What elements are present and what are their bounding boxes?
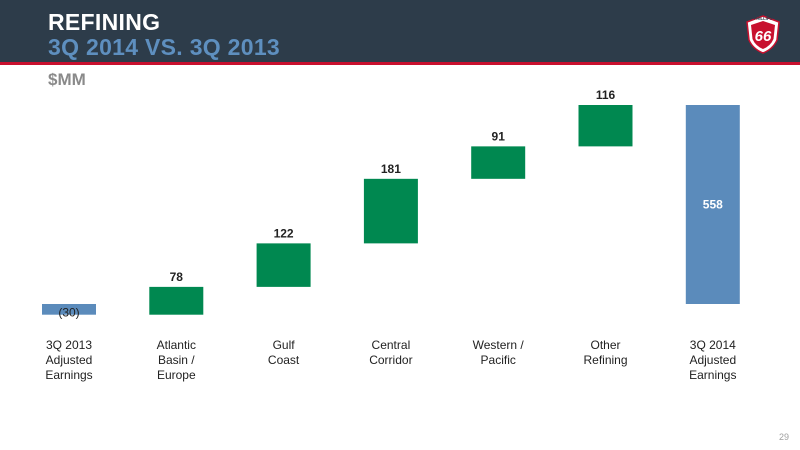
bar-0 <box>42 304 96 315</box>
slide-title: REFINING <box>48 9 161 35</box>
bar-1 <box>149 286 204 315</box>
category-label-5-line-0: Other <box>590 338 620 352</box>
slide-header <box>0 0 800 62</box>
category-label-2-line-0: Gulf <box>273 338 296 352</box>
bar-2 <box>256 243 311 287</box>
data-label-0: (30) <box>58 306 79 320</box>
bar-3 <box>363 178 418 244</box>
data-label-6: 558 <box>703 198 723 212</box>
data-label-1: 78 <box>170 270 184 284</box>
slide-subtitle: 3Q 2014 VS. 3Q 2013 <box>48 34 281 60</box>
bar-6 <box>685 105 740 304</box>
bar-4 <box>471 146 526 179</box>
phillips-66-shield-icon: PHILLIPS 66 <box>746 15 780 54</box>
category-label-5-line-1: Refining <box>583 353 627 367</box>
category-label-3-line-1: Corridor <box>369 353 412 367</box>
category-label-0-line-2: Earnings <box>45 368 92 382</box>
data-label-5: 116 <box>596 88 616 102</box>
logo-number-text: 66 <box>755 28 772 45</box>
category-label-4-line-0: Western / <box>473 338 525 352</box>
logo-brand-text: PHILLIPS <box>754 16 773 21</box>
category-label-0-line-1: Adjusted <box>46 353 93 367</box>
data-label-4: 91 <box>492 129 506 143</box>
header-accent-stripe <box>0 62 800 65</box>
data-label-2: 122 <box>274 226 294 240</box>
category-label-1-line-0: Atlantic <box>157 338 196 352</box>
page-number: 29 <box>778 432 789 442</box>
bar-5 <box>578 105 633 147</box>
units-label: $MM <box>48 70 86 89</box>
category-label-1-line-2: Europe <box>157 368 196 382</box>
category-label-6-line-0: 3Q 2014 <box>690 338 736 352</box>
category-label-0-line-0: 3Q 2013 <box>46 338 92 352</box>
category-label-6-line-1: Adjusted <box>689 353 736 367</box>
category-label-2-line-1: Coast <box>268 353 300 367</box>
data-label-3: 181 <box>381 162 401 176</box>
category-label-6-line-2: Earnings <box>689 368 736 382</box>
category-label-4-line-1: Pacific <box>481 353 516 367</box>
category-label-1-line-1: Basin / <box>158 353 195 367</box>
category-label-3-line-0: Central <box>372 338 411 352</box>
